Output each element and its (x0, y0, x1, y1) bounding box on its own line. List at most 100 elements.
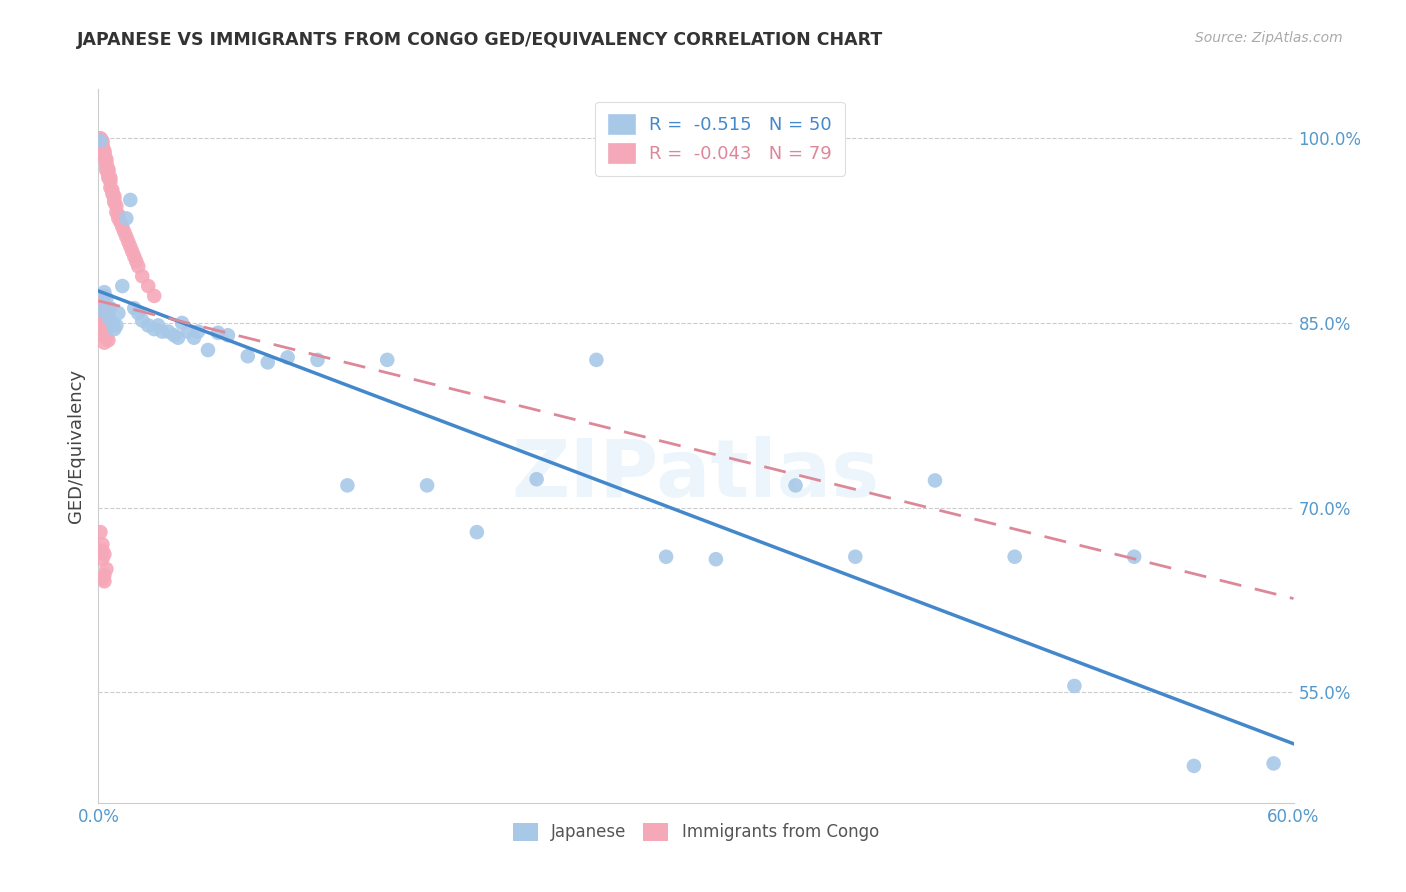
Point (375, 352, 398, 367)
Point (91, 552, 114, 566)
Point (96, 163, 118, 178)
Point (148, 318, 170, 333)
Point (136, 279, 159, 293)
Point (217, 328, 239, 343)
Point (585, 352, 607, 367)
Point (96, 156, 118, 170)
Point (183, 331, 205, 345)
Point (115, 211, 138, 226)
Point (89, 134, 111, 148)
Point (93, 147, 115, 161)
Point (110, 215, 132, 229)
Point (131, 269, 153, 284)
Point (93, 311, 115, 326)
Point (91, 303, 114, 318)
Point (1063, 679, 1085, 693)
Point (785, 478, 807, 492)
Point (150, 325, 173, 339)
Point (97, 170, 120, 185)
Point (93, 285, 115, 300)
Point (416, 478, 439, 492)
Point (103, 322, 125, 336)
Point (93, 146, 115, 161)
Point (105, 205, 128, 219)
Point (89, 525, 111, 540)
Point (167, 331, 190, 345)
Text: ZIPatlas: ZIPatlas (512, 435, 880, 514)
Point (97, 333, 120, 347)
Point (115, 230, 138, 244)
Point (1182, 759, 1205, 773)
Point (91, 144, 114, 158)
Point (96, 331, 118, 345)
Point (120, 193, 142, 207)
Point (91, 296, 114, 310)
Point (125, 254, 148, 268)
Point (131, 313, 153, 327)
Point (163, 328, 186, 343)
Point (107, 208, 129, 222)
Point (124, 250, 146, 264)
Point (89, 134, 111, 148)
Point (93, 547, 115, 561)
Point (93, 328, 115, 343)
Point (96, 306, 118, 320)
Point (143, 289, 166, 303)
Point (93, 568, 115, 582)
Point (91, 318, 114, 333)
Point (101, 186, 124, 201)
Point (96, 562, 118, 576)
Point (97, 309, 120, 323)
Point (136, 318, 159, 333)
Point (96, 159, 118, 173)
Point (1263, 756, 1285, 771)
Point (98, 170, 122, 185)
Point (105, 199, 128, 213)
Point (307, 352, 329, 367)
Point (844, 549, 866, 564)
Point (93, 310, 115, 324)
Point (91, 303, 114, 318)
Point (93, 150, 115, 164)
Point (336, 478, 359, 492)
Point (177, 325, 200, 339)
Point (107, 306, 129, 320)
Point (1004, 549, 1026, 564)
Point (93, 574, 115, 589)
Point (97, 164, 120, 178)
Point (103, 189, 125, 203)
Point (101, 316, 124, 330)
Point (526, 472, 548, 486)
Point (89, 313, 111, 327)
Point (112, 225, 135, 239)
Point (96, 153, 118, 167)
Point (207, 326, 229, 340)
Point (89, 131, 111, 145)
Point (157, 325, 180, 339)
Point (91, 316, 114, 330)
Point (93, 335, 115, 350)
Point (107, 211, 129, 226)
Legend: Japanese, Immigrants from Congo: Japanese, Immigrants from Congo (506, 816, 886, 848)
Text: Source: ZipAtlas.com: Source: ZipAtlas.com (1195, 31, 1343, 45)
Point (111, 219, 134, 234)
Point (96, 323, 118, 337)
Point (111, 279, 134, 293)
Point (187, 325, 209, 339)
Point (93, 299, 115, 313)
Point (93, 151, 115, 165)
Point (120, 240, 142, 254)
Point (91, 326, 114, 340)
Point (97, 310, 120, 324)
Point (96, 291, 118, 305)
Point (1123, 549, 1146, 564)
Point (91, 134, 114, 148)
Point (117, 235, 139, 249)
Point (127, 260, 149, 274)
Point (98, 174, 122, 188)
Point (89, 293, 111, 308)
Point (91, 572, 114, 586)
Point (256, 355, 278, 369)
Y-axis label: GED/Equivalency: GED/Equivalency (66, 369, 84, 523)
Point (277, 351, 299, 365)
